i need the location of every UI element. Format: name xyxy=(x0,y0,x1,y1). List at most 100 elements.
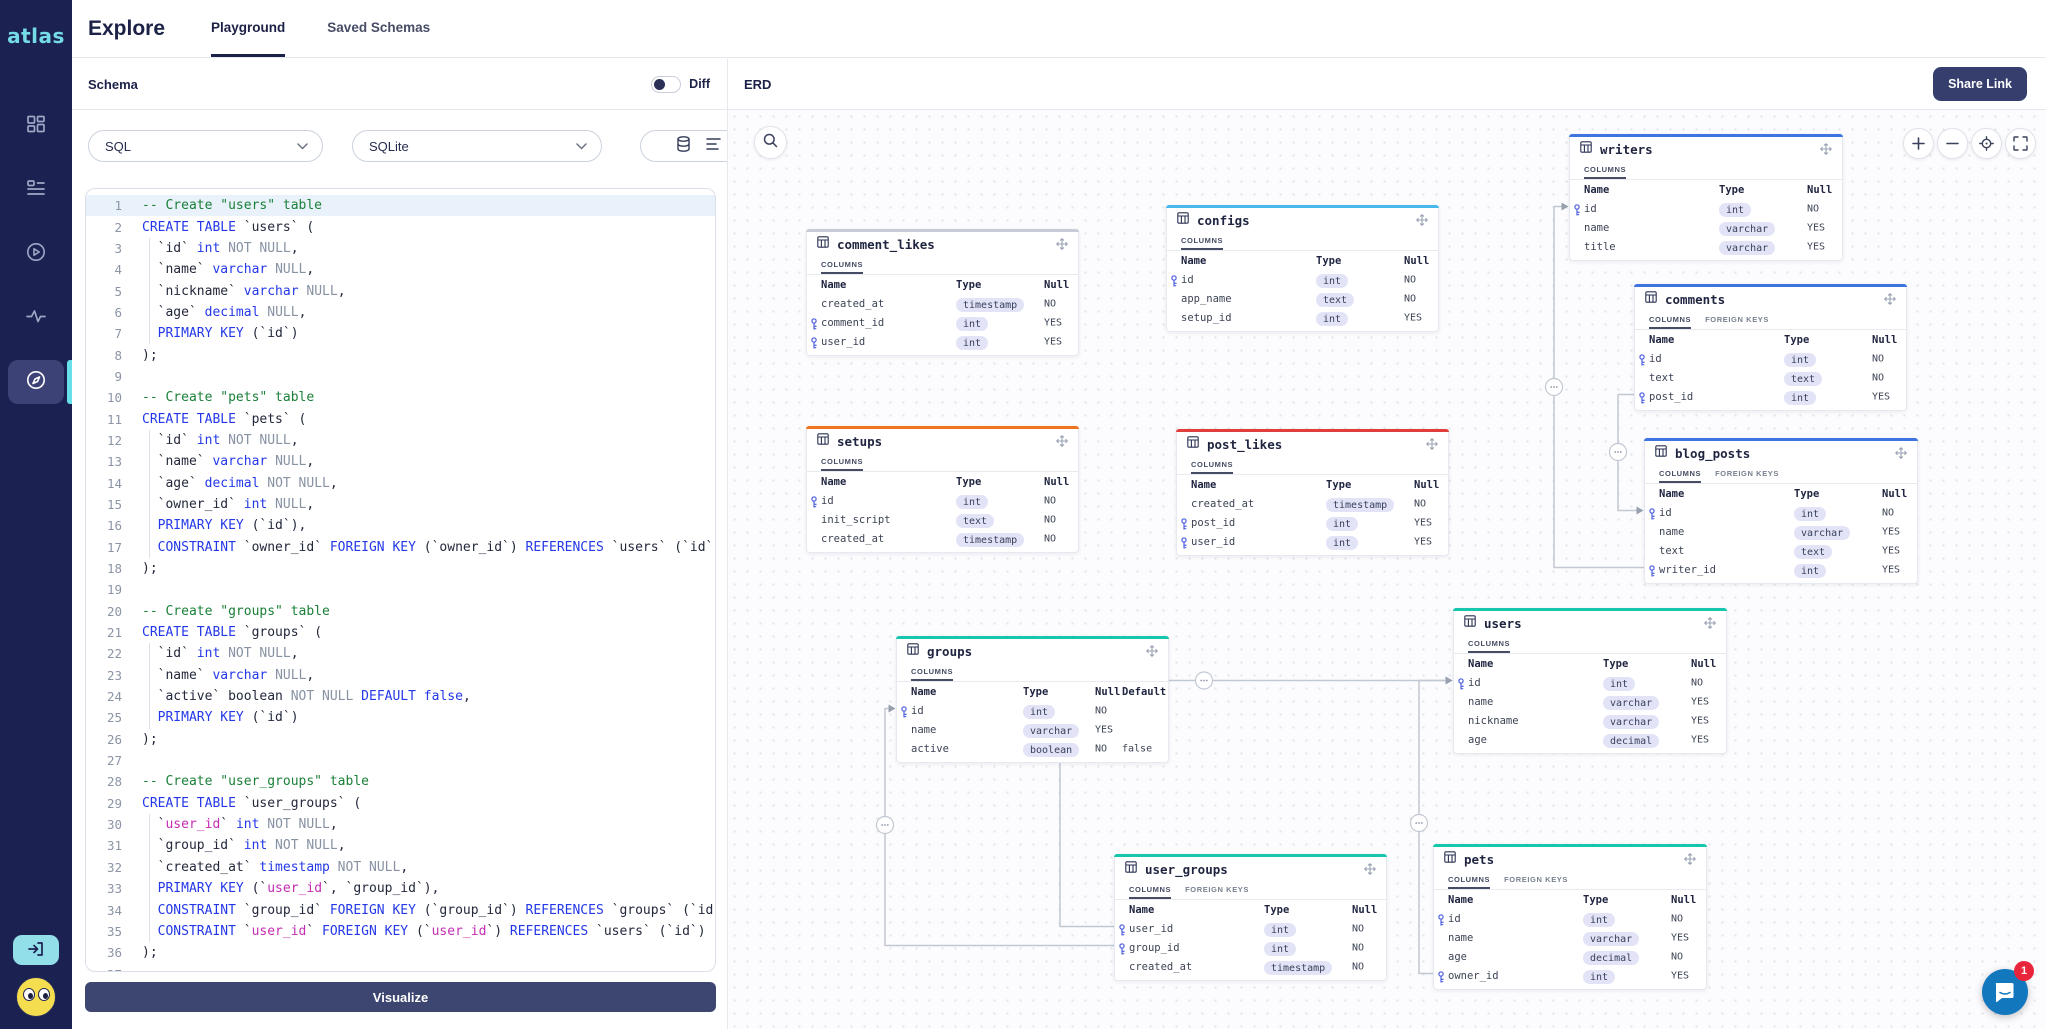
code-line-33[interactable]: 33 PRIMARY KEY (`user_id`, `group_id`), xyxy=(86,878,715,899)
code-line-34[interactable]: 34 CONSTRAINT `group_id` FOREIGN KEY (`g… xyxy=(86,899,715,920)
table-row[interactable]: namevarcharYES xyxy=(897,720,1168,739)
tab-columns[interactable]: COLUMNS xyxy=(1181,232,1223,250)
table-row[interactable]: agedecimalNO xyxy=(1434,947,1706,966)
engine-select[interactable]: SQLite xyxy=(352,130,602,162)
code-line-27[interactable]: 27 xyxy=(86,750,715,771)
table-card-header[interactable]: configs xyxy=(1167,208,1438,232)
table-row[interactable]: idintNO xyxy=(807,491,1078,510)
code-line-29[interactable]: 29CREATE TABLE `user_groups` ( xyxy=(86,793,715,814)
table-row[interactable]: post_idintYES xyxy=(1635,387,1906,406)
drag-handle-icon[interactable] xyxy=(1895,447,1907,459)
code-line-2[interactable]: 2CREATE TABLE `users` ( xyxy=(86,216,715,237)
code-line-12[interactable]: 12 `id` int NOT NULL, xyxy=(86,430,715,451)
table-row[interactable]: idintNO xyxy=(1454,673,1726,692)
table-row[interactable]: writer_idintYES xyxy=(1645,560,1917,579)
code-line-1[interactable]: 1-- Create "users" table xyxy=(86,195,715,216)
code-line-35[interactable]: 35 CONSTRAINT `user_id` FOREIGN KEY (`us… xyxy=(86,921,715,942)
drag-handle-icon[interactable] xyxy=(1416,214,1428,226)
erd-table-configs[interactable]: configsCOLUMNSNameTypeNullidintNOapp_nam… xyxy=(1166,205,1439,332)
code-line-16[interactable]: 16 PRIMARY KEY (`id`), xyxy=(86,515,715,536)
code-line-17[interactable]: 17 CONSTRAINT `owner_id` FOREIGN KEY (`o… xyxy=(86,537,715,558)
dialect-select[interactable]: SQL xyxy=(88,130,323,162)
format-icon[interactable] xyxy=(706,137,721,156)
code-line-37[interactable]: 37 xyxy=(86,963,715,972)
drag-handle-icon[interactable] xyxy=(1426,438,1438,450)
table-row[interactable]: created_attimestampNO xyxy=(1115,957,1386,976)
table-row[interactable]: idintNO xyxy=(897,701,1168,720)
drag-handle-icon[interactable] xyxy=(1884,293,1896,305)
tab-columns[interactable]: COLUMNS xyxy=(1584,161,1626,179)
tab-columns[interactable]: COLUMNS xyxy=(821,256,863,274)
sidebar-item-schemas[interactable] xyxy=(8,168,64,212)
table-row[interactable]: comment_idintYES xyxy=(807,313,1078,332)
search-button[interactable] xyxy=(754,126,787,159)
code-line-8[interactable]: 8); xyxy=(86,344,715,365)
code-line-9[interactable]: 9 xyxy=(86,366,715,387)
table-row[interactable]: user_idintYES xyxy=(1177,532,1448,551)
table-card-header[interactable]: setups xyxy=(807,429,1078,453)
table-card-header[interactable]: pets xyxy=(1434,847,1706,871)
sidebar-item-activity[interactable] xyxy=(8,296,64,340)
zoom-out-button[interactable] xyxy=(1937,128,1968,159)
drag-handle-icon[interactable] xyxy=(1684,853,1696,865)
drag-handle-icon[interactable] xyxy=(1056,238,1068,250)
tab-playground[interactable]: Playground xyxy=(211,0,285,57)
table-row[interactable]: user_idintNO xyxy=(1115,919,1386,938)
table-row[interactable]: post_idintYES xyxy=(1177,513,1448,532)
table-row[interactable]: texttextYES xyxy=(1645,541,1917,560)
erd-table-user_groups[interactable]: user_groupsCOLUMNSFOREIGN KEYSNameTypeNu… xyxy=(1114,854,1387,981)
table-row[interactable]: init_scripttextNO xyxy=(807,510,1078,529)
table-row[interactable]: namevarcharYES xyxy=(1570,218,1842,237)
code-line-28[interactable]: 28-- Create "user_groups" table xyxy=(86,771,715,792)
code-line-26[interactable]: 26); xyxy=(86,729,715,750)
table-row[interactable]: idintNO xyxy=(1635,349,1906,368)
table-row[interactable]: nicknamevarcharYES xyxy=(1454,711,1726,730)
erd-table-blog_posts[interactable]: blog_postsCOLUMNSFOREIGN KEYSNameTypeNul… xyxy=(1644,438,1918,584)
table-row[interactable]: texttextNO xyxy=(1635,368,1906,387)
table-row[interactable]: created_attimestampNO xyxy=(1177,494,1448,513)
sql-editor[interactable]: 1-- Create "users" table2CREATE TABLE `u… xyxy=(85,188,716,972)
table-card-header[interactable]: writers xyxy=(1570,137,1842,161)
tab-columns[interactable]: COLUMNS xyxy=(1129,881,1171,899)
table-card-header[interactable]: post_likes xyxy=(1177,432,1448,456)
code-line-24[interactable]: 24 `active` boolean NOT NULL DEFAULT fal… xyxy=(86,686,715,707)
erd-table-groups[interactable]: groupsCOLUMNSNameTypeNullDefaultidintNOn… xyxy=(896,636,1169,763)
tab-columns[interactable]: COLUMNS xyxy=(821,453,863,471)
share-link-button[interactable]: Share Link xyxy=(1933,67,2027,101)
code-line-30[interactable]: 30 `user_id` int NOT NULL, xyxy=(86,814,715,835)
table-row[interactable]: namevarcharYES xyxy=(1454,692,1726,711)
erd-table-comment_likes[interactable]: comment_likesCOLUMNSNameTypeNullcreated_… xyxy=(806,229,1079,356)
table-row[interactable]: group_idintNO xyxy=(1115,938,1386,957)
table-row[interactable]: idintNO xyxy=(1645,503,1917,522)
diff-toggle[interactable] xyxy=(651,76,681,93)
drag-handle-icon[interactable] xyxy=(1364,863,1376,875)
table-row[interactable]: titlevarcharYES xyxy=(1570,237,1842,256)
code-line-15[interactable]: 15 `owner_id` int NULL, xyxy=(86,494,715,515)
erd-table-comments[interactable]: commentsCOLUMNSFOREIGN KEYSNameTypeNulli… xyxy=(1634,284,1907,411)
tab-foreign-keys[interactable]: FOREIGN KEYS xyxy=(1504,871,1568,889)
table-row[interactable]: activebooleanNOfalse xyxy=(897,739,1168,758)
database-icon[interactable] xyxy=(676,136,691,157)
center-view-button[interactable] xyxy=(1971,128,2002,159)
drag-handle-icon[interactable] xyxy=(1056,435,1068,447)
drag-handle-icon[interactable] xyxy=(1704,617,1716,629)
code-line-32[interactable]: 32 `created_at` timestamp NOT NULL, xyxy=(86,857,715,878)
table-row[interactable]: app_nametextNO xyxy=(1167,289,1438,308)
code-line-23[interactable]: 23 `name` varchar NULL, xyxy=(86,665,715,686)
table-row[interactable]: owner_idintYES xyxy=(1434,966,1706,985)
tab-foreign-keys[interactable]: FOREIGN KEYS xyxy=(1715,465,1779,483)
table-card-header[interactable]: blog_posts xyxy=(1645,441,1917,465)
table-card-header[interactable]: groups xyxy=(897,639,1168,663)
table-row[interactable]: user_idintYES xyxy=(807,332,1078,351)
table-card-header[interactable]: users xyxy=(1454,611,1726,635)
sidebar-item-explore[interactable] xyxy=(8,360,64,404)
table-row[interactable]: idintNO xyxy=(1570,199,1842,218)
table-card-header[interactable]: user_groups xyxy=(1115,857,1386,881)
table-row[interactable]: setup_idintYES xyxy=(1167,308,1438,327)
code-line-19[interactable]: 19 xyxy=(86,579,715,600)
erd-table-setups[interactable]: setupsCOLUMNSNameTypeNullidintNOinit_scr… xyxy=(806,426,1079,553)
code-line-4[interactable]: 4 `name` varchar NULL, xyxy=(86,259,715,280)
code-line-25[interactable]: 25 PRIMARY KEY (`id`) xyxy=(86,707,715,728)
code-line-20[interactable]: 20-- Create "groups" table xyxy=(86,601,715,622)
erd-table-writers[interactable]: writersCOLUMNSNameTypeNullidintNOnamevar… xyxy=(1569,134,1843,261)
